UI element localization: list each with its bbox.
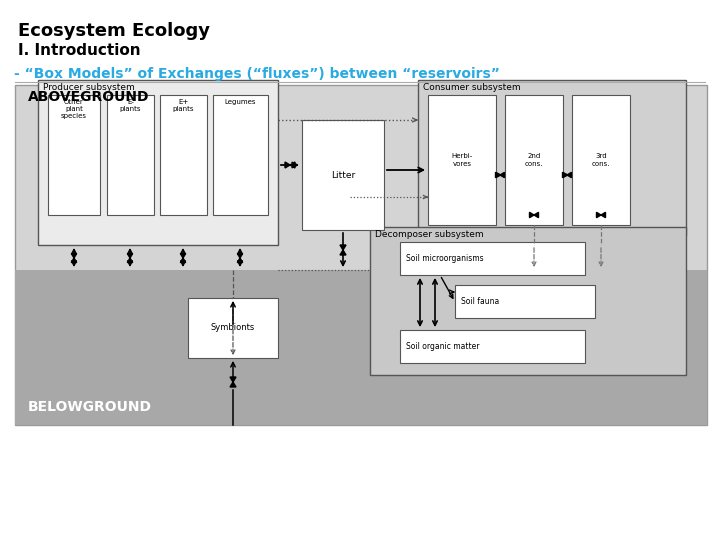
Polygon shape	[238, 253, 243, 258]
Text: 3rd
cons.: 3rd cons.	[592, 153, 611, 166]
Bar	[400, 242, 585, 275]
Polygon shape	[285, 162, 290, 168]
Bar	[188, 298, 278, 358]
Text: Other
plant
species: Other plant species	[61, 99, 87, 119]
Text: Producer subsystem: Producer subsystem	[43, 83, 135, 92]
Bar	[572, 95, 630, 225]
Text: Soil organic matter: Soil organic matter	[406, 342, 480, 351]
Bar	[400, 330, 585, 363]
Text: E-
plants: E- plants	[120, 99, 141, 112]
Polygon shape	[180, 258, 186, 262]
Bar	[160, 95, 207, 215]
Bar	[418, 80, 686, 235]
Polygon shape	[230, 382, 236, 387]
Text: 2nd
cons.: 2nd cons.	[525, 153, 544, 166]
Polygon shape	[596, 212, 601, 218]
Polygon shape	[601, 212, 606, 218]
Polygon shape	[71, 258, 77, 262]
Polygon shape	[534, 212, 539, 218]
Polygon shape	[567, 172, 572, 178]
Bar	[213, 95, 268, 215]
Bar	[15, 85, 707, 425]
Polygon shape	[562, 172, 567, 178]
Bar	[302, 120, 384, 230]
Bar	[15, 270, 707, 425]
Text: Herbi-
vores: Herbi- vores	[451, 153, 472, 166]
Text: Ecosystem Ecology: Ecosystem Ecology	[18, 22, 210, 40]
Text: Soil fauna: Soil fauna	[461, 297, 499, 306]
Bar	[428, 95, 496, 225]
Polygon shape	[290, 162, 295, 168]
Text: E+
plants: E+ plants	[173, 99, 194, 112]
Polygon shape	[127, 258, 132, 262]
Text: Soil microorganisms: Soil microorganisms	[406, 254, 484, 263]
Text: I. Introduction: I. Introduction	[18, 43, 140, 58]
Bar	[370, 227, 686, 375]
Polygon shape	[529, 212, 534, 218]
Polygon shape	[230, 377, 236, 382]
Text: Consumer subsystem: Consumer subsystem	[423, 83, 521, 92]
Text: Symbionts: Symbionts	[211, 323, 255, 333]
Bar	[107, 95, 154, 215]
Polygon shape	[500, 172, 505, 178]
Bar	[48, 95, 100, 215]
Polygon shape	[340, 250, 346, 255]
Text: Decomposer subsystem: Decomposer subsystem	[375, 230, 484, 239]
Bar	[455, 285, 595, 318]
Polygon shape	[238, 258, 243, 262]
Bar	[505, 95, 563, 225]
Polygon shape	[71, 253, 77, 258]
Polygon shape	[495, 172, 500, 178]
Text: Legumes: Legumes	[225, 99, 256, 105]
Text: BELOWGROUND: BELOWGROUND	[28, 400, 152, 414]
Polygon shape	[180, 253, 186, 258]
Text: - “Box Models” of Exchanges (“fluxes”) between “reservoirs”: - “Box Models” of Exchanges (“fluxes”) b…	[14, 67, 500, 81]
Polygon shape	[127, 253, 132, 258]
Text: Litter: Litter	[331, 171, 355, 179]
Text: ABOVEGROUND: ABOVEGROUND	[28, 90, 150, 104]
Polygon shape	[340, 245, 346, 250]
Bar	[38, 80, 278, 245]
